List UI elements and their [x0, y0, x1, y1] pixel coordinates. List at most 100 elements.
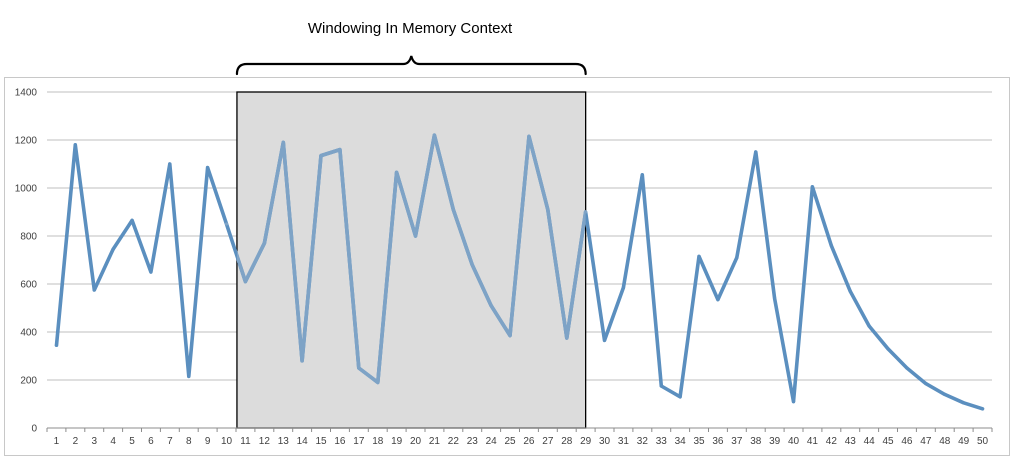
data-point — [640, 173, 644, 177]
x-tick-label: 6 — [148, 436, 154, 447]
x-tick-label: 9 — [205, 436, 211, 447]
x-tick-label: 36 — [712, 436, 724, 447]
window-bracket — [235, 55, 587, 76]
data-point — [754, 150, 758, 154]
curly-brace — [235, 55, 587, 76]
data-point — [584, 210, 588, 214]
data-point — [508, 334, 512, 338]
y-tick-label: 400 — [20, 328, 37, 339]
x-tick-label: 3 — [91, 436, 97, 447]
data-point — [602, 338, 607, 342]
data-point — [130, 218, 134, 222]
x-tick-label: 42 — [826, 436, 838, 447]
data-point — [413, 234, 418, 238]
data-point — [357, 366, 361, 370]
data-point — [829, 244, 833, 248]
x-tick-label: 13 — [278, 436, 290, 447]
x-tick-label: 22 — [448, 436, 460, 447]
x-tick-label: 12 — [259, 436, 271, 447]
series-layer — [54, 133, 985, 411]
x-tick-label: 2 — [73, 436, 79, 447]
x-tick-label: 39 — [769, 436, 781, 447]
x-tick-label: 28 — [561, 436, 573, 447]
x-tick-label: 8 — [186, 436, 192, 447]
data-point — [111, 247, 115, 251]
data-point — [319, 154, 323, 158]
data-point — [905, 366, 909, 370]
data-point — [92, 288, 96, 292]
x-tick-label: 20 — [410, 436, 422, 447]
x-tick-label: 29 — [580, 436, 592, 447]
memory-window — [236, 91, 587, 429]
series-line-in-window — [236, 133, 586, 385]
chart-frame — [4, 77, 1010, 456]
data-point — [54, 343, 59, 347]
data-point — [735, 256, 739, 260]
data-point — [149, 270, 153, 274]
data-point — [224, 222, 229, 226]
x-tick-label: 24 — [486, 436, 498, 447]
y-tick-label: 600 — [20, 280, 37, 291]
data-point — [546, 208, 550, 212]
data-point — [791, 400, 796, 404]
data-point — [451, 208, 455, 212]
data-point — [867, 324, 871, 328]
data-point — [621, 286, 626, 290]
x-tick-label: 37 — [731, 436, 743, 447]
data-point — [565, 336, 569, 340]
data-point — [281, 140, 285, 144]
data-point — [943, 392, 947, 396]
data-point — [187, 374, 191, 378]
x-tick-label: 19 — [391, 436, 403, 447]
data-point — [262, 241, 266, 245]
x-tick-label: 50 — [977, 436, 989, 447]
x-tick-label: 49 — [958, 436, 970, 447]
data-point — [206, 166, 210, 170]
x-tick-label: 45 — [882, 436, 894, 447]
data-point — [924, 382, 928, 386]
x-tick-label: 5 — [129, 436, 135, 447]
x-tick-label: 16 — [334, 436, 346, 447]
x-tick-label: 40 — [788, 436, 800, 447]
data-point — [338, 148, 342, 152]
x-tick-label: 25 — [504, 436, 516, 447]
data-point — [697, 254, 701, 258]
x-tick-label: 44 — [864, 436, 876, 447]
x-tick-label: 48 — [939, 436, 951, 447]
data-point — [243, 280, 248, 284]
data-point — [773, 296, 777, 300]
y-tick-label: 1000 — [15, 184, 38, 195]
y-tick-label: 200 — [20, 376, 37, 387]
data-point — [810, 185, 815, 189]
x-tick-label: 7 — [167, 436, 173, 447]
data-point — [962, 401, 966, 405]
x-tick-label: 17 — [353, 436, 365, 447]
data-point — [489, 304, 493, 308]
x-tick-label: 18 — [372, 436, 384, 447]
data-point — [470, 263, 474, 267]
x-tick-label: 43 — [845, 436, 857, 447]
data-point — [678, 395, 682, 399]
y-tick-label: 1200 — [15, 136, 38, 147]
data-point — [886, 347, 890, 351]
x-tick-label: 33 — [656, 436, 668, 447]
data-point — [73, 143, 77, 147]
x-tick-label: 47 — [920, 436, 932, 447]
x-tick-label: 26 — [523, 436, 535, 447]
data-point — [395, 170, 399, 174]
x-tick-label: 30 — [599, 436, 611, 447]
data-point — [432, 133, 437, 137]
x-tick-label: 4 — [110, 436, 116, 447]
data-point — [376, 380, 380, 384]
memory-window-box — [236, 91, 587, 429]
x-tick-label: 31 — [618, 436, 630, 447]
x-tick-label: 21 — [429, 436, 441, 447]
y-tick-label: 1400 — [15, 88, 38, 99]
x-tick-label: 34 — [675, 436, 687, 447]
x-tick-label: 23 — [467, 436, 479, 447]
y-tick-label: 0 — [31, 424, 37, 435]
data-point — [527, 134, 531, 138]
window-annotation-title: Windowing In Memory Context — [307, 20, 513, 37]
